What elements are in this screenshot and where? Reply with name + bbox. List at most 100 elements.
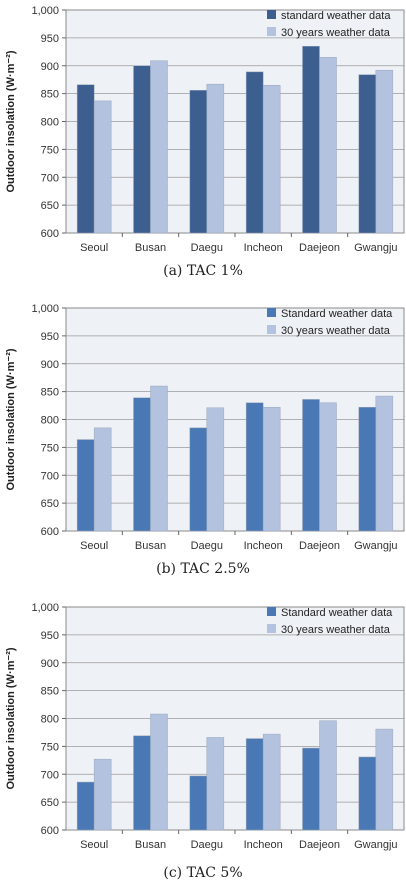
bar-daejeon-series-2 [319, 720, 337, 831]
x-tick-label: Busan [135, 839, 166, 851]
y-tick-label: 800 [41, 415, 59, 427]
y-tick-label: 1,000 [31, 303, 59, 315]
bar-daegu-series-2 [206, 737, 225, 831]
y-tick-label: 1,000 [31, 5, 59, 17]
bar-seoul-series-2 [93, 100, 112, 234]
y-tick-label: 650 [41, 797, 59, 809]
x-tick-label: Daegu [191, 540, 223, 552]
legend-swatch [267, 624, 276, 633]
chart-panel-c: 600 650 700 750 800 850 900 950 1,000 Outdoor ins… [0, 597, 406, 895]
bar-gwangju-series-2 [375, 395, 394, 532]
bar-incheon-series-1 [245, 402, 264, 532]
x-tick-label: Gwangju [354, 242, 397, 254]
legend-label: 30 years weather data [281, 624, 391, 636]
bar-gwangju-series-2 [375, 69, 394, 234]
bar-daegu-series-1 [189, 90, 208, 234]
bar-daejeon-series-1 [302, 399, 320, 532]
bar-daegu-series-1 [189, 775, 208, 831]
y-tick-label: 650 [41, 498, 59, 510]
legend-swatch [267, 10, 276, 19]
bar-incheon-series-2 [262, 85, 281, 234]
bar-seoul-series-1 [76, 84, 95, 234]
bar-busan-series-1 [133, 397, 151, 532]
bar-gwangju-series-1 [358, 756, 377, 831]
legend-label: 30 years weather data [281, 325, 391, 337]
x-tick-label: Incheon [244, 540, 283, 552]
y-tick-label: 750 [41, 741, 59, 753]
x-tick-label: Gwangju [354, 839, 397, 851]
x-tick-label: Gwangju [354, 540, 397, 552]
bar-daegu-series-1 [189, 427, 208, 532]
legend-swatch [267, 325, 276, 334]
x-tick-label: Daegu [191, 242, 223, 254]
y-tick-label: 600 [41, 526, 59, 538]
y-tick-label: 700 [41, 172, 59, 184]
y-axis-label: Outdoor insolation (W·m⁻²) [5, 348, 17, 490]
y-tick-label: 850 [41, 686, 59, 698]
chart-panel-a: 600 650 700 750 800 850 900 950 1,000 Outdoor ins… [0, 0, 406, 298]
x-tick-label: Daejeon [299, 839, 340, 851]
y-tick-label: 900 [41, 658, 59, 670]
legend-swatch [267, 27, 276, 36]
y-tick-label: 850 [41, 89, 59, 101]
x-tick-label: Daejeon [299, 242, 340, 254]
bar-daegu-series-2 [206, 407, 225, 532]
y-tick-label: 800 [41, 714, 59, 726]
y-tick-label: 800 [41, 117, 59, 129]
chart-caption-a: (a) TAC 1% [163, 263, 243, 279]
x-tick-label: Daegu [191, 839, 223, 851]
y-tick-label: 700 [41, 470, 59, 482]
bar-gwangju-series-2 [375, 728, 394, 831]
y-tick-label: 750 [41, 442, 59, 454]
chart-panel-b: 600 650 700 750 800 850 900 950 1,000 Outdoor ins… [0, 298, 406, 596]
x-tick-label: Seoul [80, 839, 108, 851]
y-tick-label: 600 [41, 228, 59, 240]
bar-incheon-series-1 [245, 738, 264, 831]
y-tick-label: 650 [41, 200, 59, 212]
y-tick-label: 850 [41, 387, 59, 399]
bar-busan-series-1 [133, 65, 151, 234]
bar-daegu-series-2 [206, 83, 225, 234]
y-tick-label: 600 [41, 825, 59, 837]
bar-busan-series-2 [150, 60, 168, 234]
legend-label: Standard weather data [281, 308, 393, 320]
y-tick-label: 900 [41, 359, 59, 371]
x-tick-label: Seoul [80, 540, 108, 552]
bar-gwangju-series-1 [358, 406, 377, 532]
bar-chart-c: 600 650 700 750 800 850 900 950 1,000 Outdoor ins… [5, 602, 405, 851]
y-tick-label: 950 [41, 331, 59, 343]
legend-label: Standard weather data [281, 607, 393, 619]
bar-incheon-series-1 [245, 71, 264, 234]
bar-daejeon-series-2 [319, 57, 337, 234]
bar-seoul-series-1 [76, 439, 95, 532]
y-tick-label: 1,000 [31, 602, 59, 614]
bar-seoul-series-2 [93, 427, 112, 532]
bar-seoul-series-2 [93, 758, 112, 831]
x-tick-label: Incheon [244, 839, 283, 851]
x-tick-label: Incheon [244, 242, 283, 254]
legend-label: standard weather data [281, 10, 391, 22]
bar-incheon-series-2 [262, 733, 281, 831]
y-tick-label: 750 [41, 144, 59, 156]
y-axis-label: Outdoor insolation (W·m⁻²) [5, 647, 17, 789]
y-tick-label: 950 [41, 33, 59, 45]
bar-daejeon-series-1 [302, 747, 320, 831]
y-tick-label: 700 [41, 769, 59, 781]
bar-chart-a: 600 650 700 750 800 850 900 950 1,000 Outdoor ins… [5, 5, 405, 254]
bar-gwangju-series-1 [358, 74, 377, 234]
x-tick-label: Seoul [80, 242, 108, 254]
chart-caption-b: (b) TAC 2.5% [156, 561, 250, 577]
y-tick-label: 900 [41, 61, 59, 73]
y-axis-label: Outdoor insolation (W·m⁻²) [5, 50, 17, 192]
legend-swatch [267, 308, 276, 317]
bar-busan-series-2 [150, 713, 168, 831]
chart-caption-c: (c) TAC 5% [163, 865, 243, 881]
y-tick-label: 950 [41, 630, 59, 642]
bar-busan-series-2 [150, 385, 168, 532]
x-tick-label: Busan [135, 540, 166, 552]
x-tick-label: Busan [135, 242, 166, 254]
bar-chart-b: 600 650 700 750 800 850 900 950 1,000 Outdoor ins… [5, 303, 405, 552]
bar-daejeon-series-2 [319, 402, 337, 532]
bar-incheon-series-2 [262, 406, 281, 532]
bar-seoul-series-1 [76, 781, 95, 831]
